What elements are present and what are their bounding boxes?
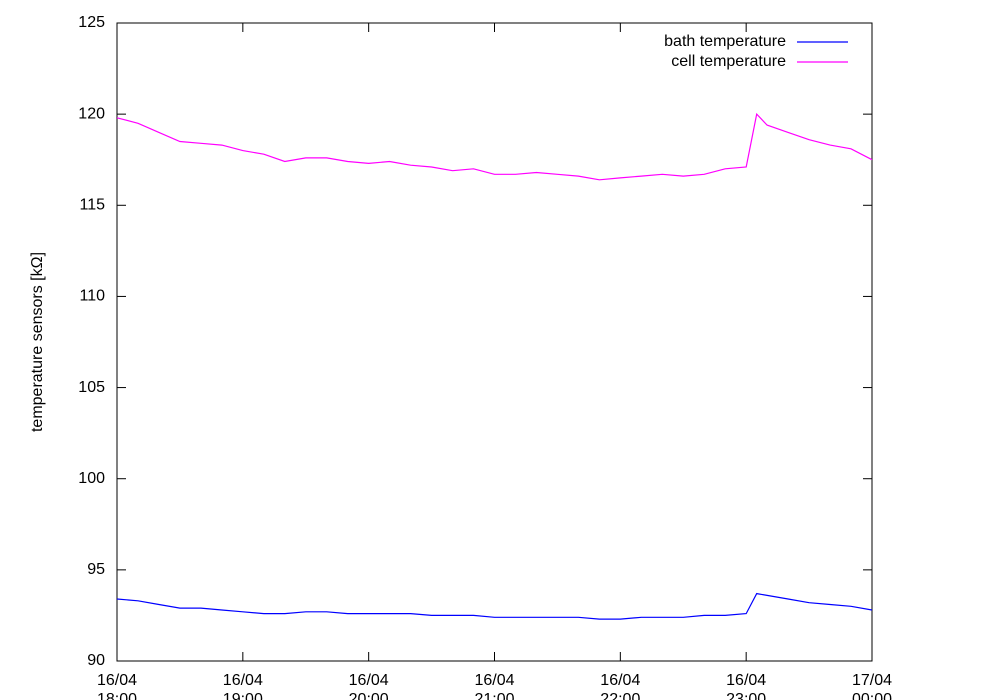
- y-tick-label: 115: [79, 197, 105, 214]
- legend-label: bath temperature: [664, 33, 786, 50]
- y-tick-label: 120: [78, 105, 105, 122]
- y-tick-label: 95: [87, 561, 105, 578]
- x-tick-label: 16/04 20:00: [349, 672, 389, 700]
- x-tick-label: 16/04 18:00: [97, 672, 137, 700]
- series-line: [116, 112, 873, 181]
- x-tick-label: 16/04 23:00: [726, 672, 766, 700]
- x-tick-label: 16/04 19:00: [223, 672, 263, 700]
- y-tick-label: 105: [78, 379, 105, 396]
- y-tick-label: 90: [87, 652, 105, 669]
- x-tick-label: 16/04 22:00: [600, 672, 640, 700]
- y-tick-label: 110: [79, 288, 105, 305]
- series-line: [116, 592, 873, 620]
- y-tick-label: 125: [78, 14, 105, 31]
- x-tick-label: 17/04 00:00: [852, 672, 892, 700]
- y-axis-label: temperature sensors [kΩ]: [29, 252, 46, 432]
- x-tick-label: 16/04 21:00: [474, 672, 514, 700]
- plot-frame: [116, 22, 873, 662]
- y-tick-label: 100: [78, 470, 105, 487]
- legend-label: cell temperature: [671, 53, 786, 70]
